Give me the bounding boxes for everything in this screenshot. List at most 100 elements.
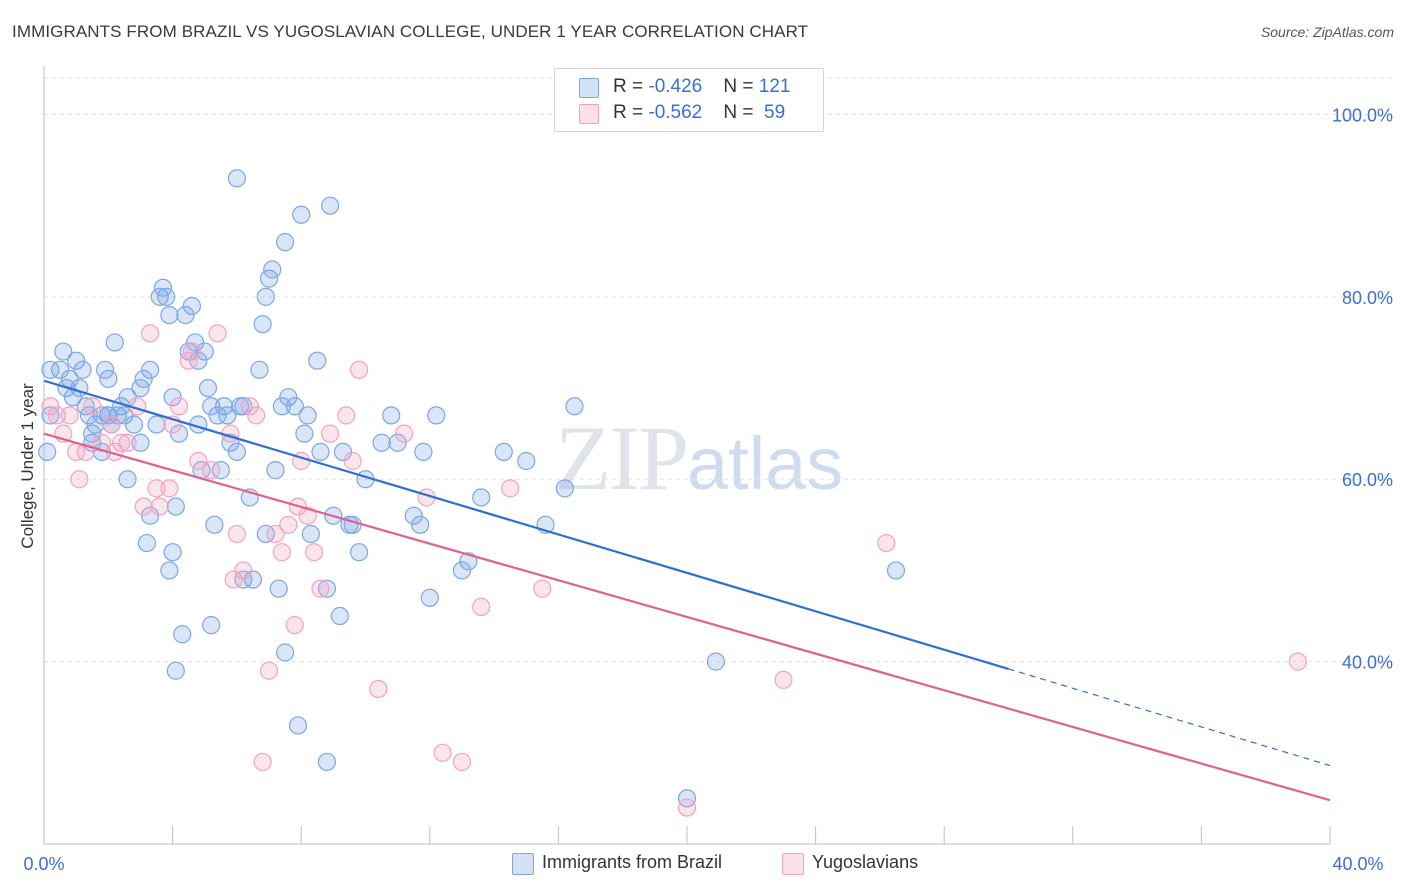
legend-swatch-brazil: [579, 78, 599, 98]
x-tick-label: 40.0%: [1332, 854, 1383, 874]
yugoslavian-point: [304, 543, 324, 562]
brazil-point: [147, 415, 166, 434]
legend-r-value: -0.562: [648, 102, 703, 123]
yugoslavian-point: [169, 397, 189, 416]
brazil-point: [420, 588, 439, 607]
brazil-point: [227, 442, 246, 461]
brazil-point: [73, 360, 92, 379]
yugoslavian-point: [118, 433, 137, 452]
yugoslavian-point: [247, 406, 266, 425]
yugoslavian-point: [877, 533, 896, 553]
yugoslavian-point: [150, 497, 169, 516]
brazil-point: [298, 406, 317, 425]
brazil-point: [494, 442, 513, 461]
brazil-point: [321, 196, 340, 215]
brazil-point: [189, 351, 208, 370]
yugoslavian-point: [112, 433, 131, 452]
brazil-point: [202, 616, 221, 635]
yugoslavian-point: [140, 324, 160, 343]
yugoslavian-point: [253, 752, 272, 772]
legend-n-value: 59: [758, 102, 786, 123]
brazil-point: [317, 752, 337, 772]
yugoslavian-point: [677, 798, 697, 817]
yugoslavian-point: [1288, 652, 1307, 671]
brazil-point: [160, 561, 179, 580]
brazil-point: [301, 524, 320, 544]
brazil-point: [115, 406, 134, 425]
yugoslavian-point: [182, 342, 201, 361]
yugoslavian-point: [224, 570, 243, 589]
brazil-point: [38, 442, 57, 461]
yugoslavian-point: [343, 451, 362, 471]
legend-n-label: N =: [723, 102, 759, 123]
series-legend-label-yugoslavian: Yugoslavians: [812, 852, 919, 872]
yugoslavian-point: [240, 397, 259, 416]
yugoslavian-point: [337, 406, 356, 425]
series-yugoslavian-points: [41, 324, 1307, 817]
yugoslavian-point: [47, 406, 66, 425]
brazil-point: [250, 360, 269, 379]
brazil-point: [173, 625, 192, 644]
brazil-point: [176, 305, 195, 325]
yugoslavian-point: [452, 752, 472, 772]
brazil-point: [555, 479, 574, 498]
brazil-point: [427, 406, 446, 425]
brazil-point: [208, 406, 227, 425]
series-legend-swatch-brazil: [512, 853, 534, 875]
brazil-point: [677, 789, 697, 808]
brazil-point: [295, 424, 314, 443]
brazil-point: [565, 397, 584, 416]
brazil-point: [169, 424, 189, 443]
yugoslavian-point: [234, 561, 253, 580]
brazil-point: [263, 260, 282, 279]
yugoslavian-point: [259, 661, 279, 680]
yugoslavian-point: [189, 451, 208, 471]
brazil-point: [95, 360, 115, 379]
brazil-point: [414, 442, 433, 461]
brazil-point: [195, 342, 214, 361]
correlation-legend: R = -0.426 N = 121 R = -0.562 N = 59: [554, 68, 824, 132]
legend-spacer: [702, 102, 723, 123]
brazil-point: [198, 378, 218, 398]
brazil-point: [105, 333, 124, 352]
legend-r-label: R =: [613, 102, 649, 123]
brazil-point: [706, 652, 726, 671]
brazil-point: [92, 406, 111, 425]
brazil-point: [388, 433, 407, 452]
brazil-point: [459, 552, 478, 571]
brazil-point: [256, 524, 275, 544]
series-legend-label-brazil: Immigrants from Brazil: [542, 852, 723, 872]
brazil-point: [118, 470, 137, 489]
legend-spacer: [702, 76, 723, 97]
brazil-point: [272, 397, 292, 416]
legend-swatch-yugoslavian: [579, 104, 599, 124]
brazil-point: [157, 287, 176, 306]
y-tick-label: 40.0%: [1342, 653, 1393, 673]
brazil-point: [333, 442, 353, 461]
yugoslavian-point: [774, 670, 793, 689]
brazil-point: [253, 315, 272, 334]
yugoslavian-point: [311, 579, 330, 598]
brazil-point: [234, 397, 253, 416]
brazil-point: [131, 433, 150, 452]
brazil-point: [308, 351, 327, 370]
yugoslavian-point: [501, 479, 520, 498]
yugoslavian-point: [41, 397, 60, 416]
brazil-point: [452, 561, 472, 580]
yugoslavian-point: [279, 515, 298, 534]
brazil-point: [288, 716, 308, 735]
brazil-point: [166, 661, 185, 680]
brazil-point: [163, 388, 182, 407]
brazil-point: [276, 643, 295, 662]
yugoslavian-point: [102, 415, 121, 434]
brazil-point: [285, 397, 304, 416]
brazil-point: [382, 406, 401, 425]
legend-n-value: 121: [758, 76, 791, 97]
yugoslavian-point: [208, 324, 227, 343]
brazil-point: [349, 543, 369, 562]
brazil-point: [227, 169, 246, 188]
watermark: ZIPatlas: [555, 405, 843, 511]
brazil-point: [163, 543, 182, 562]
legend-text-brazil: R = -0.426 N = 121: [613, 76, 790, 98]
